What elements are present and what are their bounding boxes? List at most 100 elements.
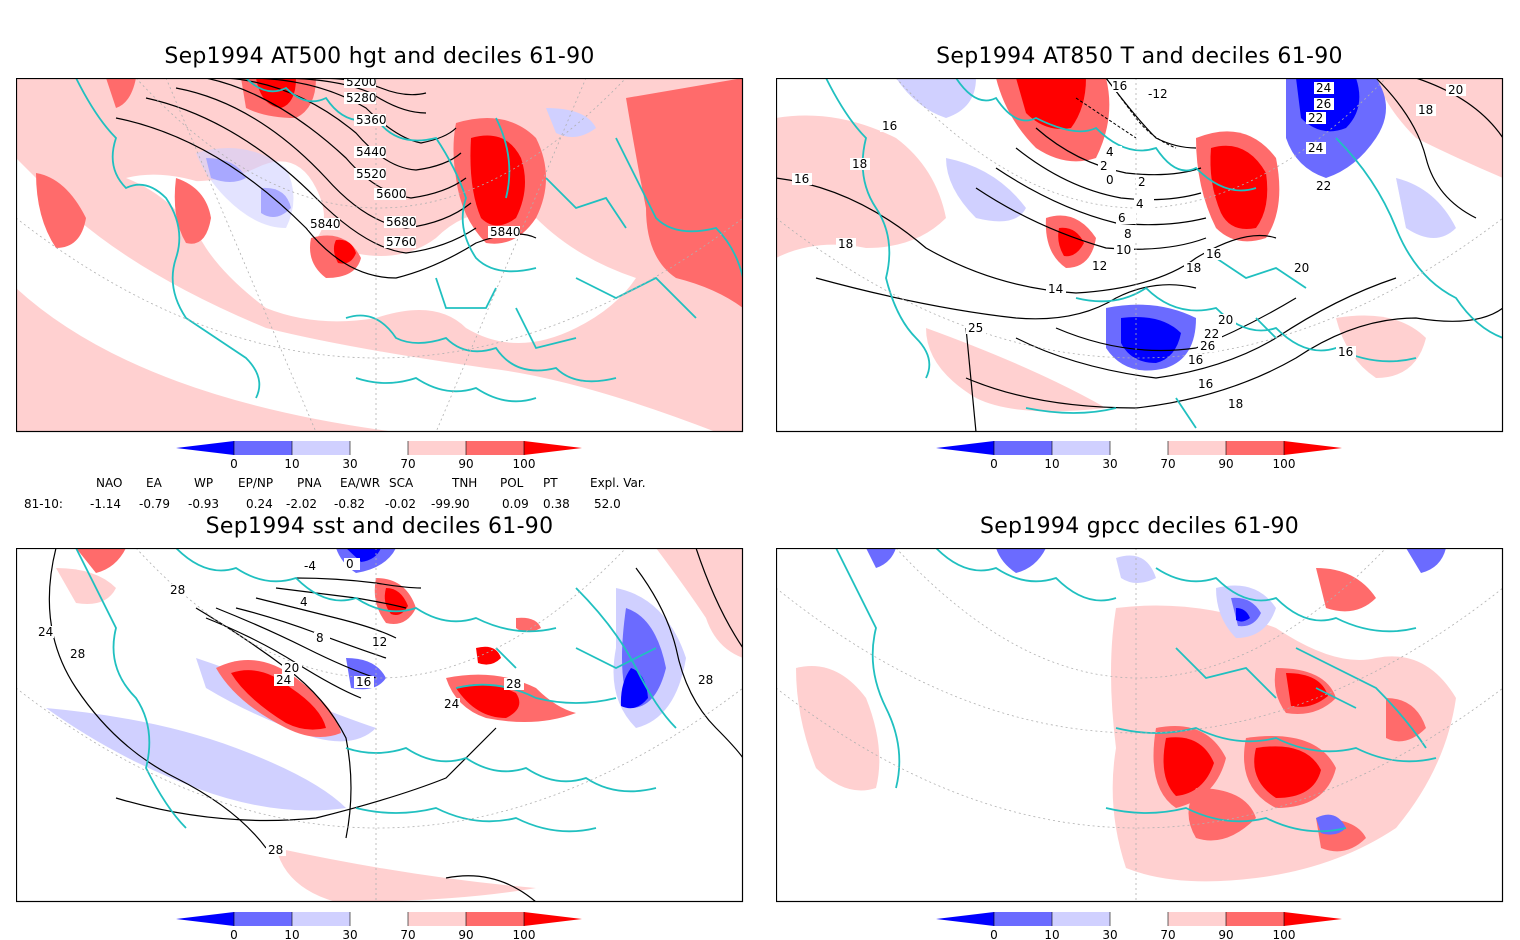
contour-label: 0 (346, 557, 354, 571)
index-header: TNH (452, 476, 478, 490)
contour-label: 4 (1136, 197, 1144, 211)
contour-label: 16 (1198, 377, 1213, 391)
panel-title-2: Sep1994 AT850 T and deciles 61-90 (936, 44, 1343, 69)
contour-label: 18 (852, 157, 867, 171)
contour-label: 25 (968, 321, 983, 335)
index-value: -1.14 (90, 497, 122, 511)
contour-label: 28 (268, 843, 283, 857)
contour-label: 5440 (356, 145, 387, 159)
contour-label: 22 (1316, 179, 1331, 193)
contour-label: 12 (372, 635, 387, 649)
contour-label: 16 (1188, 353, 1203, 367)
contour-label: 28 (698, 673, 713, 687)
colorbar-tick-label: 70 (1160, 457, 1175, 471)
map-panel-sst: 24 28 28 -4 0 4 8 12 16 20 24 24 28 28 2… (16, 548, 744, 903)
panel-title-1: Sep1994 AT500 hgt and deciles 61-90 (164, 44, 595, 69)
contour-label: 18 (1228, 397, 1243, 411)
contour-label: 5840 (490, 225, 521, 239)
index-value: -2.02 (286, 497, 318, 511)
contour-label: 28 (70, 647, 85, 661)
colorbar-segment (408, 441, 466, 455)
contour-label: 6 (1118, 211, 1126, 225)
index-header: PT (543, 476, 558, 490)
contour-label: 20 (284, 661, 299, 675)
contour-label: 28 (170, 583, 185, 597)
colorbar-segment (1284, 912, 1342, 926)
contour-label: 16 (1338, 345, 1353, 359)
colorbar-segment (1284, 441, 1342, 455)
contour-label: 8 (1124, 227, 1132, 241)
contour-label: 5680 (386, 215, 417, 229)
index-value: 0.24 (246, 497, 273, 511)
colorbar-segment (1168, 912, 1226, 926)
map-panel-t850: 16 18 18 16 4 2 0 2 4 6 8 10 12 14 16 18… (776, 78, 1504, 433)
colorbar-segment (524, 912, 582, 926)
colorbar-tick-label: 90 (1218, 457, 1233, 471)
colorbar-segment (292, 912, 350, 926)
colorbar-tick-label: 100 (1273, 457, 1296, 471)
colorbar-segment (350, 912, 408, 926)
colorbar-tick-label: 90 (458, 928, 473, 940)
panel-title-3: Sep1994 sst and deciles 61-90 (205, 514, 554, 539)
colorbar-1: 0 10 30 70 90 100 (172, 437, 592, 473)
colorbar-segment (176, 912, 234, 926)
contour-label: 4 (300, 595, 308, 609)
contour-label: 16 (356, 675, 371, 689)
contour-label: 24 (276, 673, 291, 687)
colorbar-tick-label: 90 (458, 457, 473, 471)
contour-label: -12 (1148, 87, 1168, 101)
contour-label: 10 (1116, 243, 1131, 257)
index-value: 0.09 (502, 497, 529, 511)
index-header: SCA (389, 476, 414, 490)
colorbar-tick-label: 0 (990, 928, 998, 940)
colorbar-2: 0 10 30 70 90 100 (932, 437, 1352, 473)
index-header: NAO (96, 476, 123, 490)
contour-label: 18 (1418, 103, 1433, 117)
colorbar-segment (466, 441, 524, 455)
index-header: Expl. Var. (590, 476, 646, 490)
colorbar-segment (350, 441, 408, 455)
colorbar-tick-label: 10 (284, 457, 299, 471)
contour-label: 5760 (386, 235, 417, 249)
contour-label: 5600 (376, 187, 407, 201)
index-value: -0.79 (139, 497, 171, 511)
index-value: 0.38 (543, 497, 570, 511)
colorbar-segment (1052, 912, 1110, 926)
colorbar-tick-label: 30 (1102, 457, 1117, 471)
colorbar-tick-label: 30 (1102, 928, 1117, 940)
contour-label: 16 (882, 119, 897, 133)
contour-label: 16 (794, 172, 809, 186)
colorbar-tick-label: 10 (284, 928, 299, 940)
contour-label: 22 (1204, 327, 1219, 341)
contour-label: 2 (1138, 175, 1146, 189)
colorbar-segment (292, 441, 350, 455)
colorbar-3: 0 10 30 70 90 100 (172, 908, 592, 940)
colorbar-segment (524, 441, 582, 455)
colorbar-tick-label: 0 (230, 928, 238, 940)
contour-label: 24 (38, 625, 53, 639)
colorbar-tick-label: 10 (1044, 457, 1059, 471)
contour-label: 24 (1316, 81, 1331, 95)
contour-label: 20 (1448, 83, 1463, 97)
map-panel-gpcc (776, 548, 1504, 903)
contour-label: -4 (304, 559, 316, 573)
contour-label: 18 (838, 237, 853, 251)
contour-label: 20 (1218, 313, 1233, 327)
contour-label: 0 (1106, 173, 1114, 187)
index-header: EA (146, 476, 162, 490)
panel-title-4: Sep1994 gpcc deciles 61-90 (979, 514, 1300, 539)
colorbar-segment (234, 912, 292, 926)
index-header: EP/NP (238, 476, 274, 490)
colorbar-segment (1052, 441, 1110, 455)
contour-label: 5360 (356, 113, 387, 127)
colorbar-segment (408, 912, 466, 926)
colorbar-tick-label: 100 (513, 457, 536, 471)
contour-label: 24 (444, 697, 459, 711)
colorbar-segment (234, 441, 292, 455)
contour-label: 16 (1112, 79, 1127, 93)
colorbar-tick-label: 10 (1044, 928, 1059, 940)
contour-label: 4 (1106, 145, 1114, 159)
colorbar-segment (466, 912, 524, 926)
contour-label: 26 (1200, 339, 1215, 353)
colorbar-segment (1110, 912, 1168, 926)
